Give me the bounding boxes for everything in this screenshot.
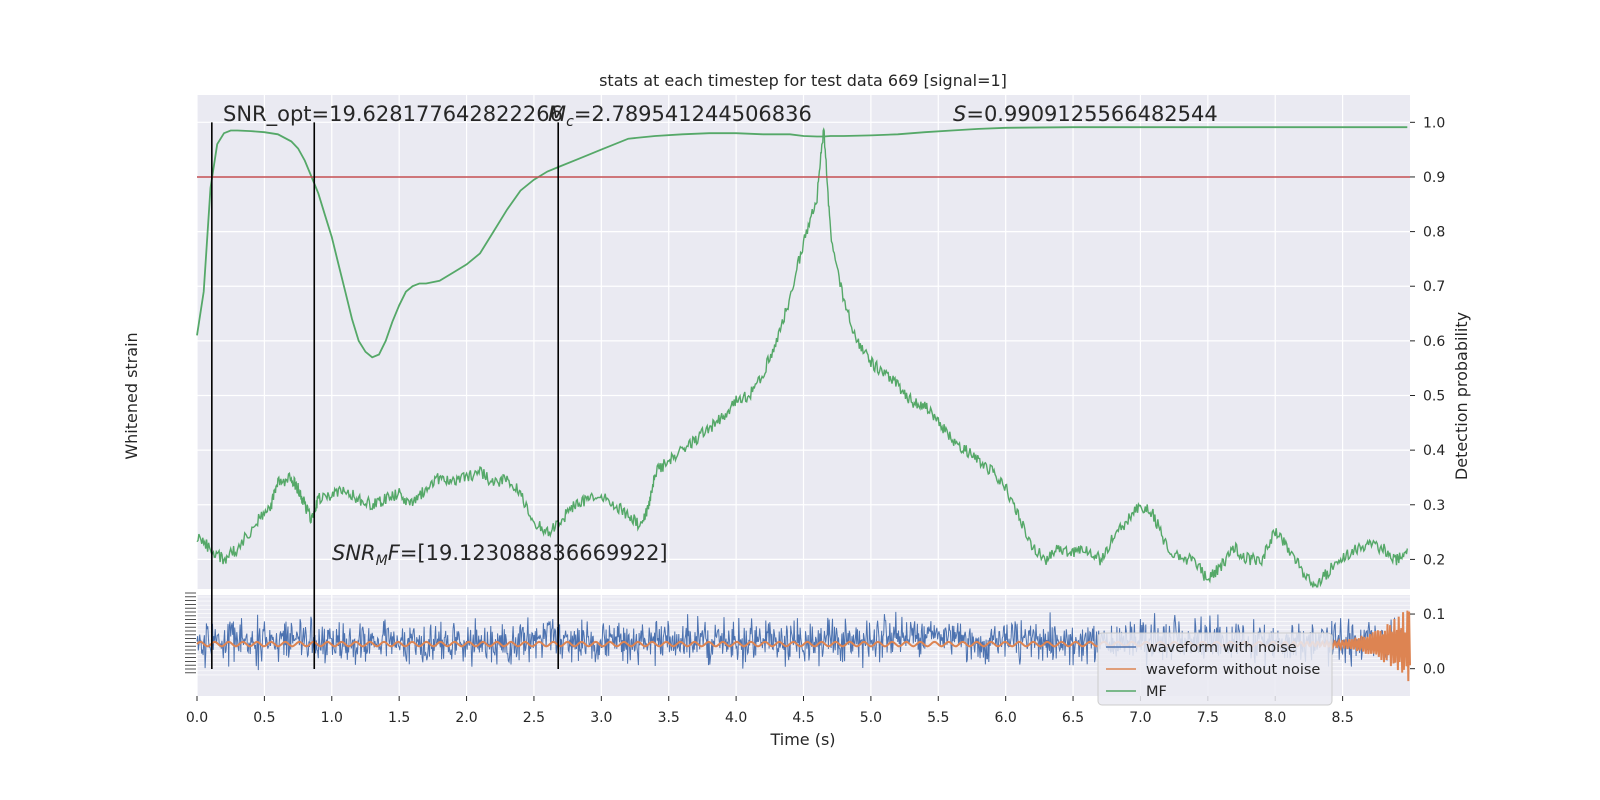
x-tick-label: 5.5: [927, 710, 949, 726]
y-tick-label: 1.0: [1423, 115, 1445, 131]
y-axis-ticks-right: 0.0 0.1 0.2 0.3 0.4 0.5 0.6 0.7 0.8 0.9 1.0: [1410, 115, 1445, 678]
left-tick-cluster: [150, 588, 184, 678]
x-tick-label: 4.0: [725, 710, 747, 726]
vertical-lines: [211, 122, 560, 669]
y-tick-label: 0.3: [1423, 498, 1445, 514]
x-axis-ticks: 0.0 0.5 1.0 1.5 2.0 2.5 3.0 3.5 4.0 4.5 5.0 5.5 6.0 6…: [186, 696, 1354, 726]
right-axis-title: Detection probability: [1452, 312, 1471, 480]
legend-label-noise: waveform with noise: [1146, 640, 1297, 656]
y-tick-label: 0.0: [1423, 662, 1445, 678]
x-tick-label: 7.0: [1129, 710, 1151, 726]
y-tick-label: 0.7: [1423, 279, 1445, 295]
legend: waveform with noise waveform without noi…: [1097, 632, 1333, 706]
x-tick-label: 0.5: [253, 710, 275, 726]
x-tick-label: 0.0: [186, 710, 208, 726]
x-tick-label: 8.5: [1331, 710, 1353, 726]
y-tick-label: 0.5: [1423, 389, 1445, 405]
series-mf: [196, 127, 1408, 588]
snr-mf-annotation: SNRMF=[19.123088836669922]: [332, 541, 668, 569]
x-tick-label: 8.0: [1264, 710, 1286, 726]
y-tick-label: 0.1: [1423, 607, 1445, 623]
x-tick-label: 7.5: [1197, 710, 1219, 726]
x-tick-label: 4.5: [792, 710, 814, 726]
left-axis-ticks: [150, 588, 196, 678]
legend-box: [1097, 632, 1333, 706]
series-mf-detection-probability: [196, 126, 1408, 359]
x-tick-label: 2.0: [455, 710, 477, 726]
mf-series: [196, 126, 1408, 588]
y-tick-label: 0.4: [1423, 443, 1445, 459]
legend-label-clean: waveform without noise: [1146, 662, 1320, 678]
left-axis-title: Whitened strain: [122, 332, 141, 459]
y-tick-label: 0.6: [1423, 334, 1445, 350]
x-tick-label: 3.5: [658, 710, 680, 726]
x-axis-title: Time (s): [769, 730, 835, 749]
y-tick-label: 0.8: [1423, 225, 1445, 241]
y-tick-label: 0.2: [1423, 552, 1445, 568]
x-tick-label: 1.0: [321, 710, 343, 726]
mc-annotation: Mc=2.789541244506836: [548, 102, 812, 130]
chart-title: stats at each timestep for test data 669…: [599, 71, 1007, 90]
x-tick-label: 3.0: [590, 710, 612, 726]
x-tick-label: 5.0: [860, 710, 882, 726]
x-tick-label: 6.0: [995, 710, 1017, 726]
legend-label-mf: MF: [1146, 684, 1167, 700]
y-tick-label: 0.9: [1423, 170, 1445, 186]
x-tick-label: 1.5: [388, 710, 410, 726]
x-tick-label: 6.5: [1062, 710, 1084, 726]
x-tick-label: 2.5: [523, 710, 545, 726]
snr-opt-annotation: SNR_opt=19.628177642822266: [223, 102, 563, 127]
s-annotation: S=0.9909125566482544: [953, 102, 1218, 126]
